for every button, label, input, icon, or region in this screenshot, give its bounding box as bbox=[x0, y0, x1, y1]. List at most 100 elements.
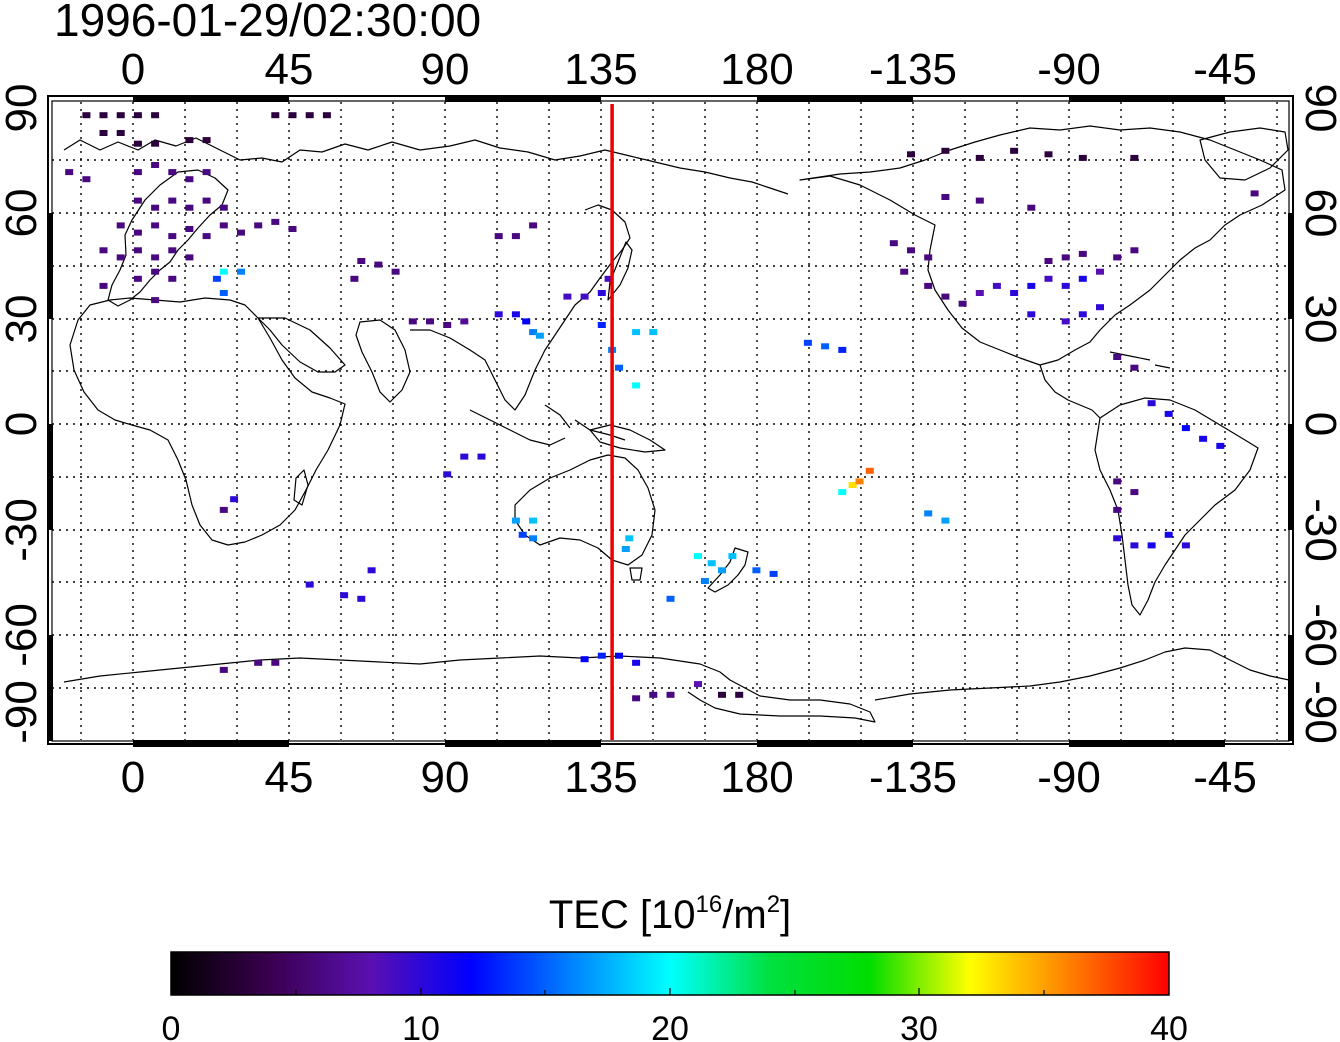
north-america bbox=[799, 125, 1286, 366]
lon-tick-bottom: 135 bbox=[564, 753, 637, 802]
tec-data-point bbox=[133, 169, 142, 176]
coastlines bbox=[63, 125, 1290, 723]
tec-data-point bbox=[694, 553, 702, 560]
tec-data-point bbox=[494, 311, 503, 318]
tec-data-point bbox=[99, 247, 108, 254]
tec-data-point bbox=[907, 247, 915, 254]
tec-data-point bbox=[237, 229, 245, 236]
lat-tick-left: 90 bbox=[0, 84, 46, 133]
tec-data-point bbox=[865, 467, 874, 474]
lat-tick-right: 0 bbox=[1296, 412, 1340, 436]
tec-data-point bbox=[116, 112, 125, 119]
tec-data-point bbox=[426, 318, 434, 325]
tec-data-point bbox=[889, 240, 898, 247]
lon-tick-top: 180 bbox=[720, 45, 793, 94]
tec-data-point bbox=[649, 691, 658, 698]
lat-tick-right: -60 bbox=[1296, 603, 1340, 667]
tec-data-point bbox=[1147, 400, 1156, 407]
tec-data-point bbox=[219, 222, 228, 229]
new-guinea bbox=[589, 424, 666, 453]
tec-data-point bbox=[99, 282, 108, 289]
lon-tick-bottom: 90 bbox=[421, 753, 470, 802]
map-area bbox=[47, 95, 1294, 747]
tec-data-point bbox=[1044, 258, 1053, 264]
tec-data-point bbox=[1130, 542, 1139, 549]
tec-data-point bbox=[1199, 435, 1208, 442]
lat-tick-right: 90 bbox=[1296, 84, 1340, 133]
tec-data-point bbox=[237, 268, 245, 275]
tec-data-point bbox=[1130, 154, 1139, 161]
tec-data-point bbox=[855, 478, 864, 485]
tec-data-point bbox=[151, 268, 160, 275]
tec-data-point bbox=[185, 204, 194, 211]
lat-tick-right: 30 bbox=[1296, 295, 1340, 344]
tec-data-point bbox=[632, 659, 641, 666]
tec-data-point bbox=[1113, 506, 1122, 513]
lon-tick-bottom: 180 bbox=[720, 753, 793, 802]
tec-data-point bbox=[202, 233, 211, 240]
tec-data-point bbox=[1078, 275, 1087, 282]
tec-data-point bbox=[1044, 275, 1053, 282]
tec-data-point bbox=[219, 506, 228, 513]
tec-data-point bbox=[305, 581, 314, 588]
tec-data-point bbox=[522, 318, 531, 325]
tec-data-point bbox=[271, 218, 280, 225]
lon-tick-top: 135 bbox=[564, 45, 637, 94]
tec-data-point bbox=[151, 140, 160, 147]
tec-data-point bbox=[580, 656, 589, 663]
tec-data-point bbox=[271, 112, 280, 119]
tec-data-point bbox=[185, 226, 194, 232]
tec-data-point bbox=[694, 681, 702, 688]
tec-data-point bbox=[924, 510, 933, 517]
indonesia bbox=[469, 404, 626, 446]
tec-data-point bbox=[958, 300, 967, 307]
tec-data-point bbox=[838, 489, 847, 496]
madagascar bbox=[293, 469, 309, 506]
tec-data-point bbox=[1027, 311, 1036, 318]
tec-data-point bbox=[168, 275, 177, 282]
tec-data-point bbox=[907, 151, 915, 158]
timestamp-title: 1996-01-29/02:30:00 bbox=[54, 0, 481, 46]
tec-data-point bbox=[1044, 151, 1053, 158]
tec-data-point bbox=[1078, 311, 1087, 318]
tec-data-point bbox=[1250, 190, 1259, 197]
tec-data-point bbox=[151, 112, 160, 119]
tec-data-point bbox=[1061, 318, 1070, 325]
tec-data-point bbox=[1113, 354, 1122, 360]
tec-data-point bbox=[1113, 478, 1122, 485]
tec-data-point bbox=[168, 233, 177, 240]
tec-data-point bbox=[1147, 542, 1156, 549]
tec-data-point bbox=[1164, 410, 1173, 417]
tec-data-point bbox=[219, 666, 228, 673]
tec-data-point bbox=[202, 169, 211, 176]
tec-data-point bbox=[254, 659, 263, 666]
colorbar-tick-labels: 0 10 20 30 40 bbox=[162, 1010, 1188, 1042]
tec-data-point bbox=[254, 222, 263, 229]
tec-data-point bbox=[151, 204, 160, 211]
tec-data-point bbox=[769, 570, 778, 577]
tec-data-point bbox=[99, 130, 108, 136]
tec-data-point bbox=[1181, 425, 1190, 432]
tec-data-point bbox=[494, 233, 503, 240]
lat-tick-left: -30 bbox=[0, 498, 46, 562]
tec-data-point bbox=[340, 592, 349, 599]
tec-data-point bbox=[1216, 442, 1225, 449]
tec-data-point bbox=[1130, 247, 1139, 254]
central-america bbox=[1039, 364, 1101, 419]
map-frame bbox=[47, 95, 1294, 745]
tec-data-point bbox=[752, 567, 761, 574]
tec-data-point bbox=[1061, 282, 1070, 289]
tec-data-point bbox=[391, 268, 400, 275]
lon-tick-top: 45 bbox=[265, 45, 314, 94]
right-scale-bar bbox=[1288, 213, 1294, 741]
tec-data-point bbox=[202, 197, 211, 204]
tec-data-point bbox=[700, 578, 709, 584]
tec-data-point bbox=[202, 137, 211, 144]
lon-tick-top: -135 bbox=[869, 45, 957, 94]
tec-data-point bbox=[718, 567, 726, 574]
tec-data-point bbox=[632, 695, 641, 702]
tec-data-point bbox=[1027, 282, 1036, 289]
tec-data-point bbox=[350, 275, 359, 282]
tec-data-point bbox=[133, 247, 142, 254]
